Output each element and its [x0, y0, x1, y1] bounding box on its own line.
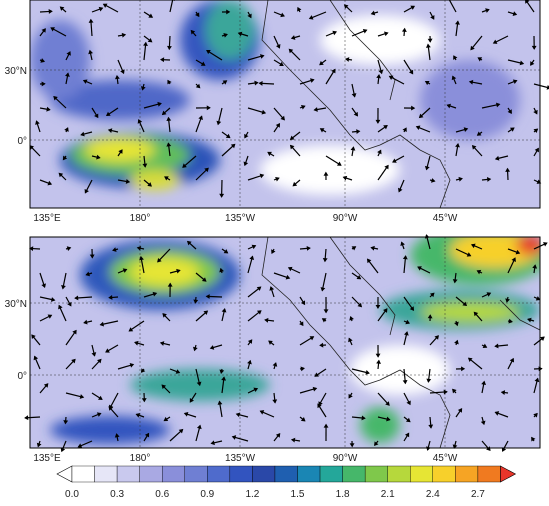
vector-head	[502, 448, 505, 451]
colorbar-segment	[455, 466, 478, 482]
colorbar-segment	[185, 466, 208, 482]
vector-head	[25, 416, 28, 419]
x-label: 90°W	[333, 213, 358, 224]
panel-bottom	[30, 225, 549, 448]
colorbar-segment	[117, 466, 140, 482]
x-label: 135°E	[33, 213, 61, 224]
colorbar-label: 1.8	[336, 489, 350, 500]
colorbar-label: 1.5	[291, 489, 305, 500]
panel-top	[30, 0, 540, 208]
x-label: 180°	[130, 213, 151, 224]
colorbar-end	[500, 466, 515, 482]
colorbar-segment	[388, 466, 411, 482]
colorbar-segment	[252, 466, 275, 482]
colorbar-label: 2.7	[471, 489, 485, 500]
colorbar-segment	[343, 466, 366, 482]
colorbar-segment	[365, 466, 388, 482]
colorbar-segment	[298, 466, 321, 482]
x-label: 135°W	[225, 213, 256, 224]
colorbar-segment	[478, 466, 501, 482]
y-label: 0°	[17, 136, 27, 147]
colorbar-segment	[207, 466, 230, 482]
colorbar-segment	[140, 466, 163, 482]
colorbar-segment	[410, 466, 433, 482]
colorbar-label: 1.2	[245, 489, 259, 500]
y-label: 30°N	[5, 299, 27, 310]
colorbar-label: 0.9	[200, 489, 214, 500]
vector-head	[544, 243, 547, 246]
vector-head	[426, 235, 429, 238]
colorbar-label: 0.0	[65, 489, 79, 500]
colorbar-label: 0.6	[155, 489, 169, 500]
colorbar-segment	[275, 466, 298, 482]
x-label: 135°W	[225, 453, 256, 464]
colorbar-label: 2.4	[426, 489, 440, 500]
x-label: 180°	[130, 453, 151, 464]
y-label: 0°	[17, 371, 27, 382]
colorbar-segment	[95, 466, 118, 482]
x-label: 90°W	[333, 453, 358, 464]
x-label: 45°W	[433, 453, 458, 464]
colorbar-label: 2.1	[381, 489, 395, 500]
colorbar-segment	[72, 466, 95, 482]
y-label: 30°N	[5, 66, 27, 77]
colorbar-segment	[320, 466, 343, 482]
colorbar-label: 0.3	[110, 489, 124, 500]
colorbar: 0.0 0.3 0.6 0.9 1.2 1.5 1.8 2.1 2.4 2.7	[57, 466, 515, 500]
colorbar-segment	[230, 466, 253, 482]
colorbar-segment	[162, 466, 185, 482]
colorbar-segment	[433, 466, 456, 482]
x-label: 135°E	[33, 453, 61, 464]
x-label: 45°W	[433, 213, 458, 224]
vector-head	[61, 448, 64, 451]
colorbar-end	[57, 466, 72, 482]
